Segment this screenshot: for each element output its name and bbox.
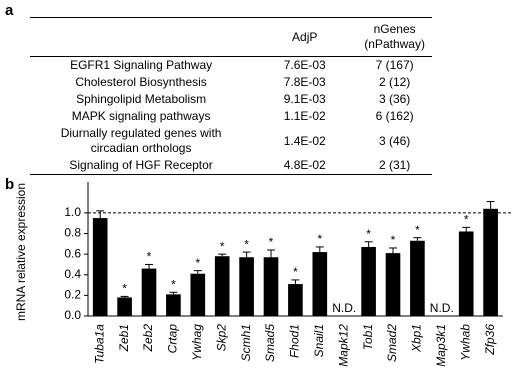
table-cell: Diurnally regulated genes with circadian… — [60, 126, 222, 155]
panel-label: b — [5, 176, 15, 193]
table-cell: EGFR1 Signaling Pathway — [70, 58, 213, 72]
table-row: EGFR1 Signaling Pathway 7.6E-03 7 (167) — [30, 57, 432, 75]
table-body: EGFR1 Signaling Pathway 7.6E-03 7 (167) Cho… — [30, 57, 432, 175]
annotation: N.D. — [332, 301, 356, 315]
bar — [214, 256, 230, 316]
table-cell: 1.1E-02 — [283, 109, 326, 123]
bar — [190, 273, 206, 316]
x-tick-label: Xbp1 — [410, 324, 424, 353]
bar — [458, 231, 474, 316]
x-tick-label: Smad2 — [385, 324, 399, 362]
bar — [288, 284, 303, 316]
annotation: * — [147, 250, 152, 264]
x-tick-label: Map3k1 — [434, 324, 448, 367]
annotation: * — [244, 237, 249, 251]
annotation: * — [171, 277, 176, 291]
annotation: * — [195, 256, 200, 270]
bar — [385, 253, 401, 316]
table-cell: Signaling of HGF Receptor — [69, 158, 213, 172]
table-cell: 1.4E-02 — [283, 133, 326, 148]
table-header: AdjP nGenes (nPathway) — [30, 17, 432, 57]
header-cell: AdjP — [292, 29, 318, 44]
annotation: * — [391, 233, 396, 247]
annotation: * — [464, 213, 469, 227]
annotation: * — [293, 265, 298, 279]
table-cell: 7 (167) — [375, 58, 414, 72]
bar — [92, 218, 108, 316]
bar — [166, 294, 181, 316]
x-tick-label: Tob1 — [361, 324, 375, 350]
y-tick-label: 0.2 — [64, 288, 81, 302]
x-tick-label: Smad5 — [263, 324, 277, 362]
table-cell: 9.1E-03 — [283, 92, 326, 106]
table-cell: Cholesterol Biosynthesis — [75, 75, 207, 89]
table-cell: 2 (31) — [378, 158, 411, 172]
y-tick-label: 0.4 — [64, 267, 81, 281]
x-tick-label: Fhod1 — [288, 324, 302, 358]
bar — [361, 246, 376, 316]
panel-label: a — [5, 2, 14, 19]
x-tick-label: Zeb1 — [117, 324, 131, 352]
table-row: Sphingolipid Metabolism 9.1E-03 3 (36) — [30, 91, 432, 108]
table-cell: Sphingolipid Metabolism — [76, 92, 207, 106]
bar — [263, 257, 279, 316]
x-tick-label: Scmh1 — [239, 324, 253, 361]
table-cell: 2 (12) — [378, 75, 411, 89]
bar — [141, 268, 157, 316]
table-row: Diurnally regulated genes with circadian… — [30, 125, 432, 157]
table-cell: 7.6E-03 — [283, 58, 326, 72]
pathway-table: AdjP nGenes (nPathway) EGFR1 Signaling P… — [30, 17, 432, 175]
annotation: * — [415, 223, 420, 237]
annotation: * — [269, 235, 274, 249]
bar — [312, 252, 328, 316]
table-cell: 6 (162) — [375, 109, 414, 123]
y-tick-label: 1.0 — [64, 205, 81, 219]
table-row: MAPK signaling pathways 1.1E-02 6 (162) — [30, 108, 432, 125]
x-tick-label: Ywhab — [458, 324, 472, 361]
bar — [117, 297, 132, 316]
bar — [239, 257, 254, 316]
x-tick-label: Crtap — [166, 324, 180, 354]
x-tick-label: Zeb2 — [141, 324, 155, 353]
x-tick-label: Ywhag — [190, 324, 204, 361]
table-cell: 3 (46) — [378, 133, 411, 148]
annotation: * — [122, 282, 127, 296]
x-tick-label: Tuba1a — [92, 324, 106, 364]
annotation: * — [220, 239, 225, 253]
table-cell: 7.8E-03 — [283, 75, 326, 89]
x-tick-label: Mapk12 — [336, 324, 350, 367]
bar — [483, 208, 498, 316]
y-axis-label: mRNA relative expression — [14, 183, 28, 321]
x-tick-label: Snail1 — [312, 324, 326, 357]
y-tick-label: 0.0 — [64, 308, 81, 322]
x-tick-label: Skp2 — [214, 324, 228, 352]
annotation: * — [366, 227, 371, 241]
bar — [410, 240, 425, 316]
table-row: Cholesterol Biosynthesis 7.8E-03 2 (12) — [30, 74, 432, 91]
table-cell: 4.8E-02 — [283, 158, 326, 172]
table-cell: MAPK signaling pathways — [71, 109, 211, 123]
y-tick-label: 0.6 — [64, 246, 81, 260]
y-tick-label: 0.8 — [64, 226, 81, 240]
table-cell: 3 (36) — [378, 92, 411, 106]
annotation: * — [317, 232, 322, 246]
x-tick-label: Zfp36 — [483, 324, 497, 356]
header-cell: nGenes (nPathway) — [364, 22, 425, 51]
table-row: Signaling of HGF Receptor 4.8E-02 2 (31) — [30, 157, 432, 175]
annotation: N.D. — [430, 301, 454, 315]
